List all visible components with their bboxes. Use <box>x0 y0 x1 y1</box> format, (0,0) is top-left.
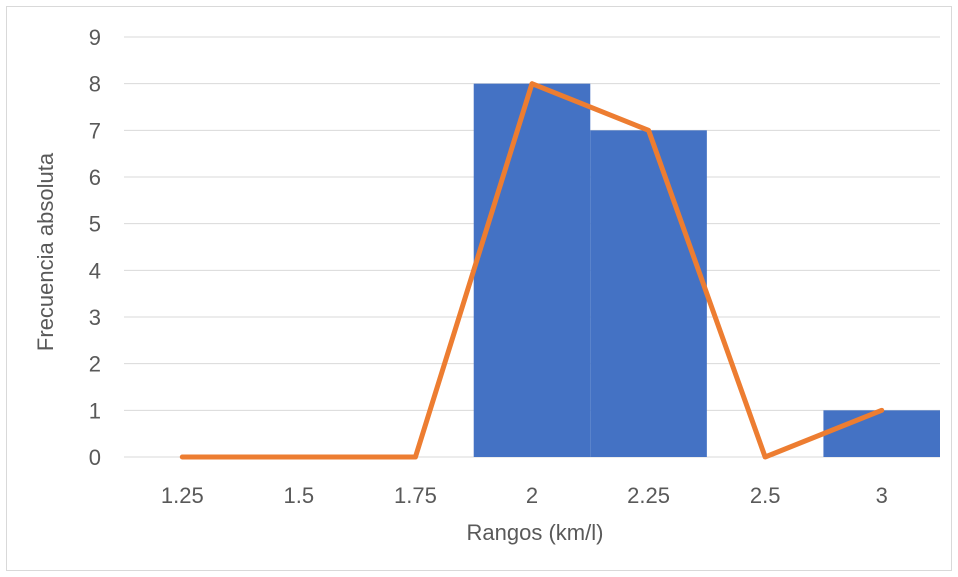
x-tick-label: 1.75 <box>394 483 437 508</box>
y-tick-label: 4 <box>89 258 101 283</box>
y-tick-label: 0 <box>89 445 101 470</box>
x-axis-ticks: 1.25 1.5 1.75 2 2.25 2.5 3 <box>161 483 888 508</box>
x-tick-label: 2.25 <box>627 483 670 508</box>
bar <box>473 83 591 458</box>
y-tick-label: 5 <box>89 212 101 237</box>
frequency-line <box>179 81 885 460</box>
y-tick-label: 9 <box>89 25 101 50</box>
x-tick-label: 2.5 <box>750 483 781 508</box>
x-axis-title: Rangos (km/l) <box>467 520 604 545</box>
bar <box>590 130 707 457</box>
chart-frame: 0 1 2 3 4 5 6 7 8 9 1.25 1.5 1.75 2 2.25 2.5 3 Rangos (… <box>6 6 952 571</box>
x-tick-label: 2 <box>526 483 538 508</box>
y-tick-label: 1 <box>89 398 101 423</box>
x-tick-label: 1.25 <box>161 483 204 508</box>
bar-series <box>473 83 940 458</box>
bar <box>823 410 940 457</box>
y-tick-label: 6 <box>89 165 101 190</box>
y-tick-label: 8 <box>89 72 101 97</box>
y-tick-label: 2 <box>89 352 101 377</box>
y-axis-ticks: 0 1 2 3 4 5 6 7 8 9 <box>89 25 101 470</box>
y-axis-title: Frecuencia absoluta <box>33 152 58 351</box>
y-tick-label: 3 <box>89 305 101 330</box>
x-tick-label: 1.5 <box>284 483 315 508</box>
line-series <box>179 81 885 460</box>
x-tick-label: 3 <box>876 483 888 508</box>
y-tick-label: 7 <box>89 118 101 143</box>
histogram-chart: 0 1 2 3 4 5 6 7 8 9 1.25 1.5 1.75 2 2.25 2.5 3 Rangos (… <box>33 25 940 545</box>
